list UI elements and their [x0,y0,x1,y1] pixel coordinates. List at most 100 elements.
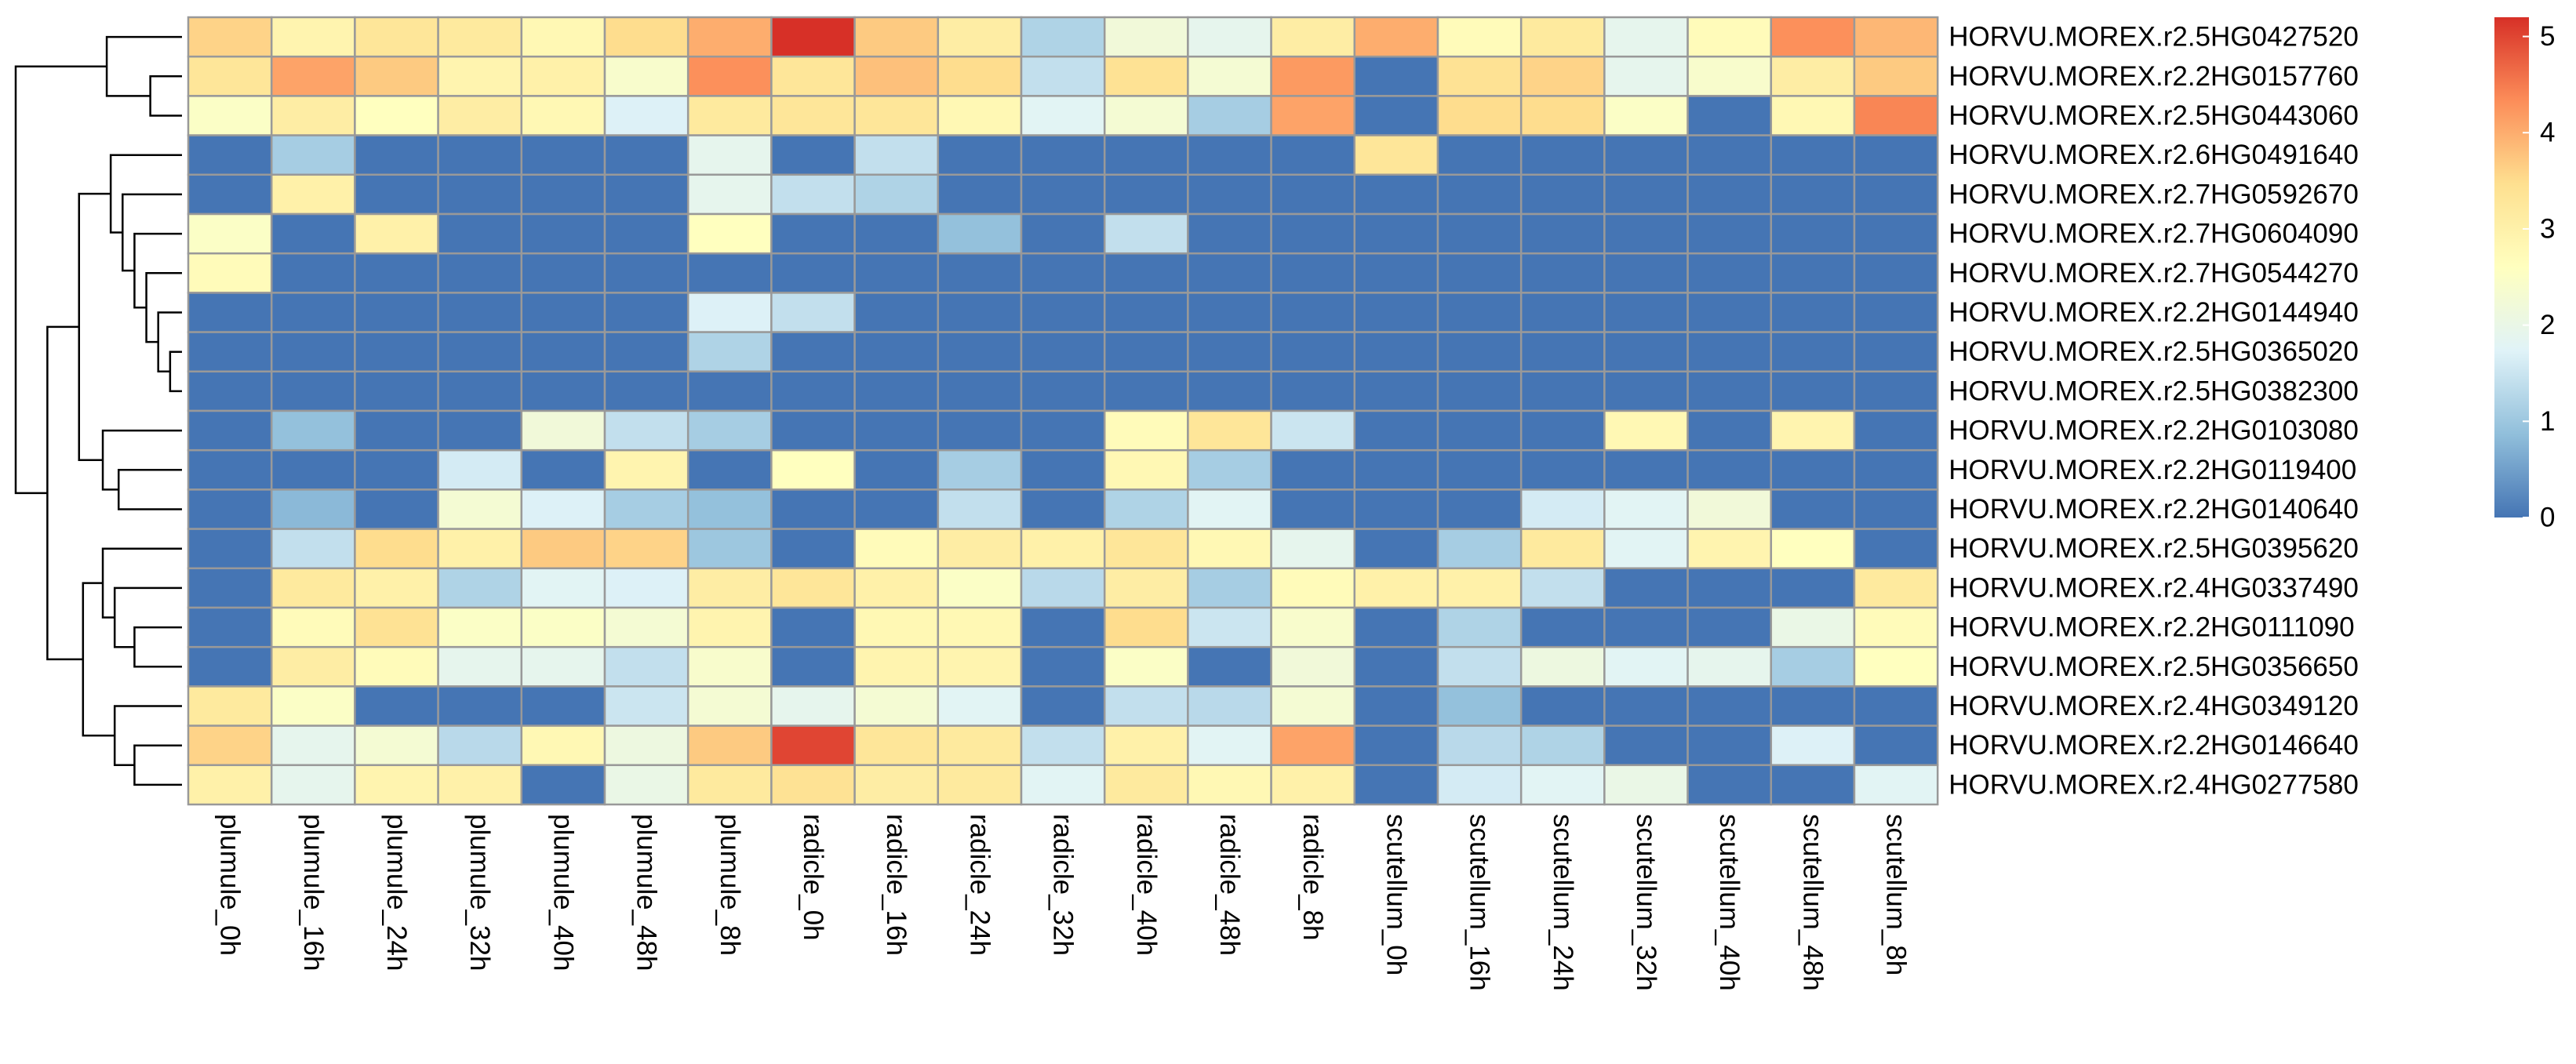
heatmap-cell [686,212,773,255]
heatmap-cell [437,252,523,294]
heatmap-cell [1853,488,1939,530]
heatmap-cell [1436,724,1523,767]
heatmap-cell [1686,252,1773,294]
heatmap-cell [270,55,356,97]
heatmap-cell [1770,409,1856,452]
heatmap-cell [1519,764,1606,806]
heatmap-cell [520,134,606,176]
heatmap-cell [437,409,523,452]
heatmap-cell [1187,252,1272,294]
row-label-horvu-morex-r2-5hg0395620: HORVU.MOREX.r2.5HG0395620 [1948,533,2359,564]
heatmap-cell [1770,685,1856,727]
heatmap-cell [354,95,439,136]
row-label-horvu-morex-r2-7hg0604090: HORVU.MOREX.r2.7HG0604090 [1948,219,2359,249]
heatmap-cell [187,95,273,136]
heatmap-cell [1603,448,1689,491]
heatmap-cell [1436,409,1523,452]
heatmap-cell [1853,764,1939,806]
heatmap-cell [270,134,356,176]
heatmap-cell [1603,331,1689,373]
heatmap-cell [853,212,940,255]
heatmap-cell [187,173,273,216]
heatmap-cell [1519,409,1606,452]
heatmap-cell [1353,764,1439,806]
heatmap-cell [354,724,439,767]
row-label-horvu-morex-r2-2hg0103080: HORVU.MOREX.r2.2HG0103080 [1948,416,2359,446]
heatmap-cell [1103,528,1189,570]
heatmap-cell [1020,645,1106,688]
heatmap-cell [520,764,606,806]
heatmap-cell [1853,16,1939,58]
heatmap-cell [1770,173,1856,216]
heatmap-cell [603,764,689,806]
column-label-plumule-48h: plumule_48h [631,814,662,971]
heatmap-cell [1103,448,1189,491]
heatmap-cell [1853,55,1939,97]
heatmap-cell [1103,409,1189,452]
row-label-horvu-morex-r2-5hg0427520: HORVU.MOREX.r2.5HG0427520 [1948,22,2359,53]
heatmap-cell [1270,764,1356,806]
legend-tick-label: 3 [2540,213,2555,244]
heatmap-cell [270,764,356,806]
heatmap-cell [1270,212,1356,255]
heatmap-cell [1020,134,1106,176]
heatmap-cell [1770,252,1856,294]
row-label-horvu-morex-r2-2hg0119400: HORVU.MOREX.r2.2HG0119400 [1948,455,2356,485]
heatmap-cell [520,606,606,648]
heatmap-cell [853,764,940,806]
heatmap-cell [1270,567,1356,609]
heatmap-cell [1686,55,1773,97]
heatmap-cell [270,409,356,452]
heatmap-cell [1020,764,1106,806]
heatmap-cell [1103,212,1189,255]
heatmap-cell [1436,55,1523,97]
heatmap-cell [1770,528,1856,570]
heatmap-cell [1853,409,1939,452]
heatmap-cell [1603,173,1689,216]
heatmap-cell [1519,95,1606,136]
heatmap-cell [770,134,856,176]
heatmap-cell [1103,134,1189,176]
heatmap-cell [603,448,689,491]
heatmap-cell [1686,16,1773,58]
heatmap-cell [1270,488,1356,530]
heatmap-cell [603,409,689,452]
heatmap-cell [1020,567,1106,609]
heatmap-cell [937,212,1023,255]
heatmap-cell [1187,606,1272,648]
heatmap-cell [1853,173,1939,216]
heatmap-cell [1020,252,1106,294]
heatmap-cell [1103,173,1189,216]
heatmap-cell [686,567,773,609]
row-label-horvu-morex-r2-5hg0443060: HORVU.MOREX.r2.5HG0443060 [1948,100,2359,131]
dendrogram-branch [133,626,182,668]
heatmap-cell [853,528,940,570]
heatmap-cell [1103,292,1189,333]
heatmap-cell [1187,764,1272,806]
heatmap-cell [1353,606,1439,648]
heatmap-cell [1686,212,1773,255]
heatmap-cell [187,724,273,767]
heatmap-cell [520,724,606,767]
heatmap-cell [1020,212,1106,255]
heatmap-cell [937,488,1023,530]
heatmap-cell [437,645,523,688]
column-label-plumule-40h: plumule_40h [548,814,578,971]
heatmap-cell [1103,370,1189,412]
heatmap-cell [270,685,356,727]
heatmap-cell [1770,16,1856,58]
heatmap-cell [1436,292,1523,333]
heatmap-cell [1436,16,1523,58]
column-label-radicle-48h: radicle_48h [1214,814,1245,956]
heatmap-cell [1270,448,1356,491]
heatmap-cell [1020,724,1106,767]
heatmap-cell [1187,645,1272,688]
row-label-horvu-morex-r2-6hg0491640: HORVU.MOREX.r2.6HG0491640 [1948,140,2359,170]
heatmap-cell [1853,567,1939,609]
heatmap-cell [1770,606,1856,648]
heatmap-cell [770,16,856,58]
heatmap-cell [1353,685,1439,727]
heatmap-cell [1353,16,1439,58]
heatmap-cell [1686,173,1773,216]
heatmap-cell [187,55,273,97]
